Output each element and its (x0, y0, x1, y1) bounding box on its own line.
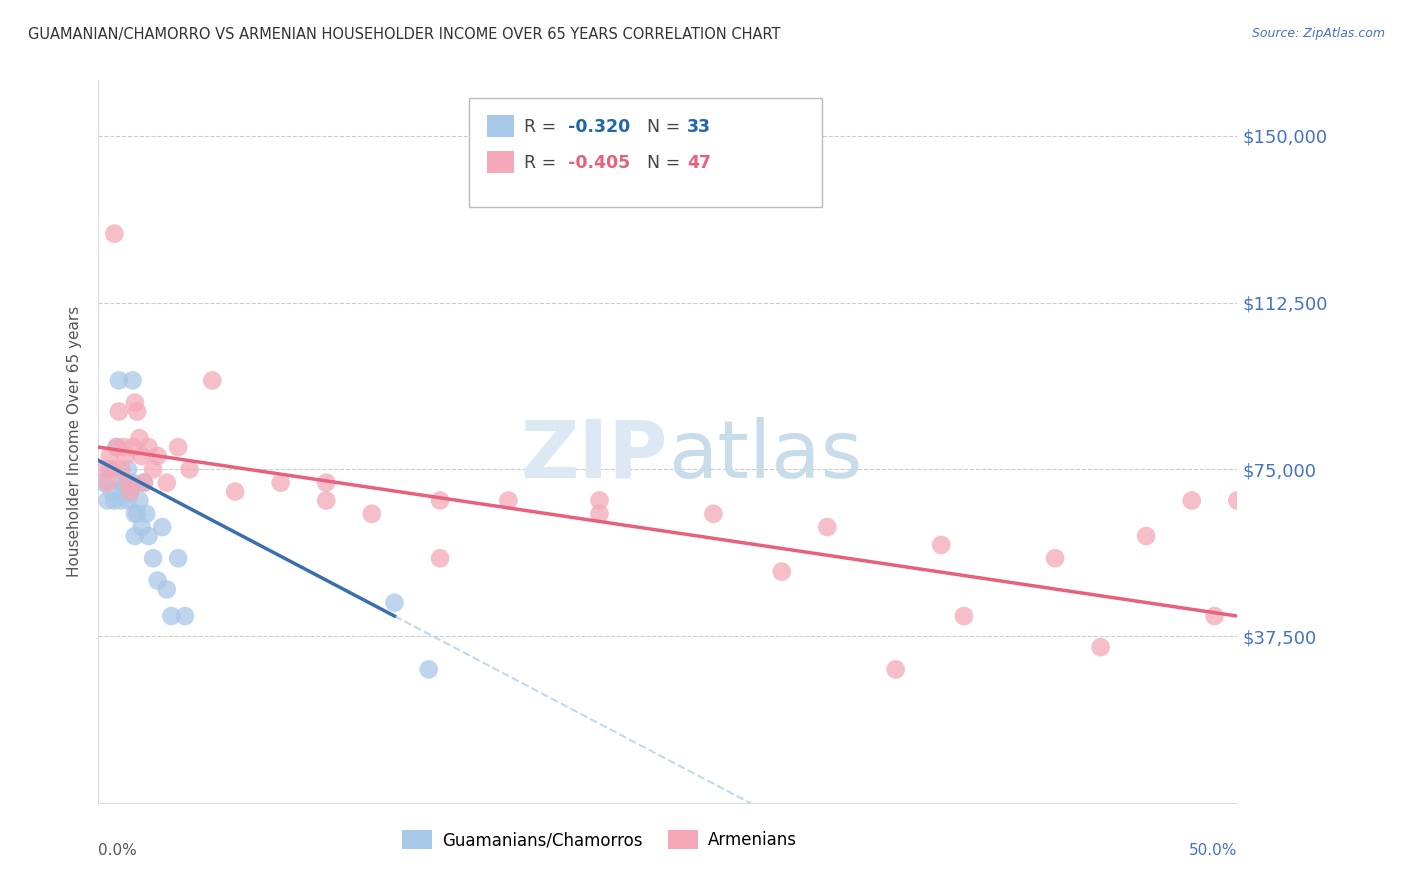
Point (201, 373, 224, 387)
Text: 47: 47 (688, 154, 711, 172)
Point (315, 475, 337, 490)
Point (150, 520, 173, 534)
Point (121, 373, 143, 387)
Point (1135, 529, 1157, 543)
Point (112, 440, 135, 454)
Point (114, 449, 136, 463)
Point (156, 475, 179, 490)
Point (702, 507, 724, 521)
Point (98, 449, 121, 463)
Point (121, 440, 143, 454)
Point (108, 373, 131, 387)
Y-axis label: Householder Income Over 65 years: Householder Income Over 65 years (67, 306, 83, 577)
Point (127, 507, 149, 521)
Point (156, 582, 179, 597)
Point (101, 462, 124, 476)
Point (588, 507, 610, 521)
Point (103, 227, 125, 241)
Point (315, 493, 337, 508)
Point (105, 440, 128, 454)
Point (588, 493, 610, 508)
Text: 33: 33 (688, 119, 711, 136)
Point (429, 493, 451, 508)
Point (128, 431, 150, 445)
Point (360, 507, 382, 521)
Point (110, 462, 132, 476)
Point (179, 462, 201, 476)
Point (101, 484, 124, 499)
Point (770, 565, 793, 579)
Text: 50.0%: 50.0% (1189, 843, 1237, 857)
Point (224, 484, 246, 499)
Point (384, 596, 406, 610)
Point (98, 462, 121, 476)
Text: R =: R = (524, 119, 562, 136)
Point (96, 493, 118, 508)
Point (138, 529, 160, 543)
Point (91, 475, 114, 490)
Point (120, 484, 142, 499)
Point (124, 395, 146, 409)
Text: atlas: atlas (668, 417, 862, 495)
Text: -0.320: -0.320 (568, 119, 630, 136)
Point (167, 551, 190, 566)
Point (815, 520, 838, 534)
FancyBboxPatch shape (468, 98, 821, 207)
Point (117, 475, 139, 490)
Point (110, 475, 132, 490)
Text: Source: ZipAtlas.com: Source: ZipAtlas.com (1251, 27, 1385, 40)
Point (1204, 609, 1226, 624)
Text: N =: N = (647, 154, 686, 172)
Point (94, 462, 117, 476)
Point (1226, 493, 1249, 508)
Point (160, 609, 183, 624)
Point (124, 529, 146, 543)
Point (103, 493, 125, 508)
Point (1090, 640, 1112, 655)
Text: GUAMANIAN/CHAMORRO VS ARMENIAN HOUSEHOLDER INCOME OVER 65 YEARS CORRELATION CHAR: GUAMANIAN/CHAMORRO VS ARMENIAN HOUSEHOLD… (28, 27, 780, 42)
Point (270, 475, 292, 490)
Point (120, 484, 142, 499)
Text: R =: R = (524, 154, 562, 172)
Point (117, 462, 139, 476)
Point (418, 662, 440, 676)
Point (929, 538, 952, 552)
Point (142, 551, 165, 566)
Legend: Guamanians/Chamorros, Armenians: Guamanians/Chamorros, Armenians (395, 823, 803, 856)
Point (128, 493, 150, 508)
Point (127, 404, 149, 418)
Text: -0.405: -0.405 (568, 154, 630, 172)
Point (114, 475, 136, 490)
Point (108, 404, 131, 418)
Point (132, 475, 155, 490)
FancyBboxPatch shape (486, 114, 515, 136)
Point (429, 551, 451, 566)
Text: N =: N = (647, 119, 686, 136)
Point (131, 520, 153, 534)
Point (953, 609, 976, 624)
Point (105, 440, 128, 454)
Point (1043, 551, 1066, 566)
Text: ZIP: ZIP (520, 417, 668, 495)
Point (138, 440, 160, 454)
Point (167, 440, 190, 454)
Point (131, 449, 153, 463)
Point (112, 484, 135, 499)
Point (174, 609, 197, 624)
Point (110, 493, 132, 508)
Point (142, 462, 165, 476)
Point (1181, 493, 1204, 508)
Point (135, 507, 157, 521)
Point (498, 493, 520, 508)
Point (146, 449, 169, 463)
Point (117, 493, 139, 508)
Point (121, 475, 143, 490)
Text: 0.0%: 0.0% (98, 843, 138, 857)
FancyBboxPatch shape (486, 151, 515, 173)
Point (124, 507, 146, 521)
Point (132, 475, 155, 490)
Point (96, 475, 118, 490)
Point (146, 574, 169, 588)
Point (884, 662, 907, 676)
